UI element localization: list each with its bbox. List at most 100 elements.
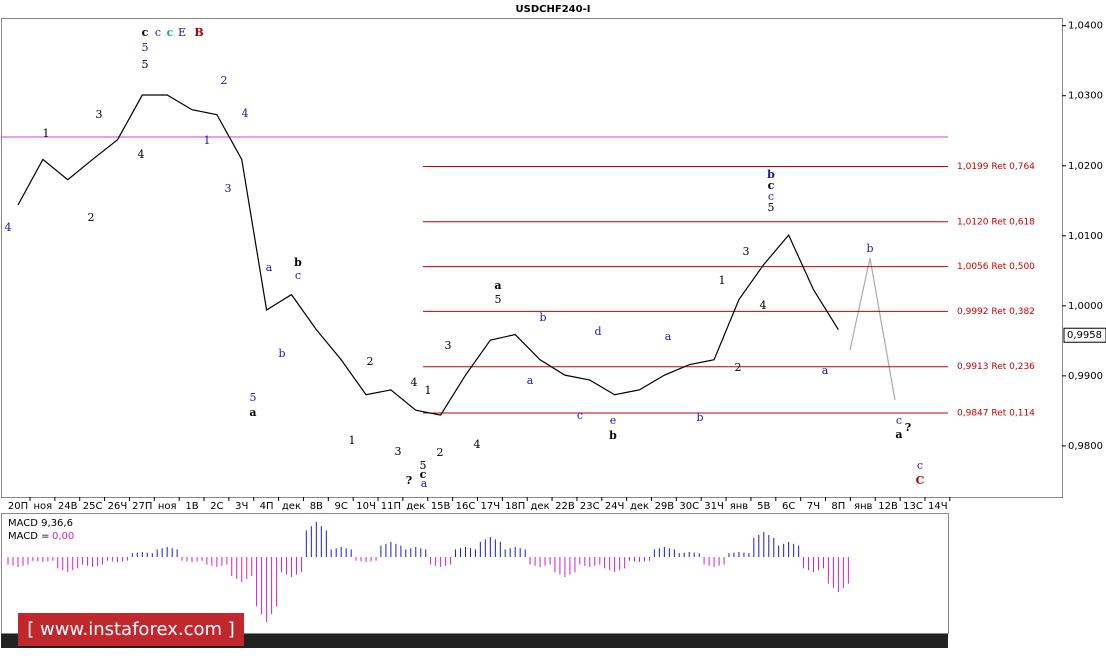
- x-tick-label: 4П: [260, 501, 274, 512]
- wave-label: a: [527, 374, 534, 387]
- wave-label: C: [916, 474, 925, 487]
- x-tick-label: 17Ч: [481, 501, 501, 512]
- wave-label: B: [194, 26, 203, 39]
- wave-label: 2: [367, 355, 374, 368]
- x-tick-label: дек: [406, 501, 425, 512]
- fib-label: 1,0120 Ret 0,618: [957, 217, 1035, 227]
- x-tick-label: 3Ч: [235, 501, 248, 512]
- wave-label: 3: [743, 245, 750, 258]
- wave-label: 4: [411, 376, 418, 389]
- y-tick-label: 1,0400: [1068, 21, 1103, 32]
- wave-label: 2: [88, 211, 95, 224]
- wave-label: 4: [138, 148, 145, 161]
- wave-label: ?: [905, 421, 911, 434]
- wave-label: 3: [225, 182, 232, 195]
- macd-value-label: MACD =: [8, 531, 50, 542]
- wave-label: 1: [425, 384, 432, 397]
- wave-label: 1: [349, 434, 356, 447]
- wave-label: c: [420, 468, 427, 481]
- wave-label: 1: [204, 134, 211, 147]
- wave-label: a: [822, 364, 829, 377]
- x-tick-label: янв: [854, 501, 873, 512]
- wave-label: 4: [242, 107, 249, 120]
- x-tick-label: 27П: [132, 501, 152, 512]
- wave-label: 2: [437, 446, 444, 459]
- wave-label: 5: [495, 293, 502, 306]
- y-tick-label: 1,0300: [1068, 91, 1103, 102]
- x-tick-label: 9С: [335, 501, 348, 512]
- x-tick-label: 29В: [655, 501, 675, 512]
- x-tick-label: 26Ч: [108, 501, 128, 512]
- wave-label: c: [155, 26, 161, 39]
- y-tick-label: 1,0200: [1068, 161, 1103, 172]
- y-tick-label: 1,0000: [1068, 301, 1103, 312]
- wave-label: 3: [395, 445, 402, 458]
- x-tick-label: 24Ч: [605, 501, 625, 512]
- wave-label: c: [167, 26, 174, 39]
- wave-label: E: [178, 26, 186, 39]
- y-tick-label: 0,9800: [1068, 441, 1103, 452]
- x-tick-label: 5В: [757, 501, 770, 512]
- x-tick-label: 23С: [580, 501, 600, 512]
- x-tick-label: 14Ч: [928, 501, 948, 512]
- x-tick-label: 31Ч: [704, 501, 724, 512]
- wave-label: 5: [250, 391, 257, 404]
- wave-label: 4: [760, 299, 767, 312]
- current-price-box: [1063, 327, 1106, 343]
- macd-title: MACD 9,36,6: [8, 518, 73, 529]
- x-tick-label: 6С: [782, 501, 795, 512]
- wave-label: 1: [43, 127, 50, 140]
- price-pane: [1, 18, 1063, 498]
- x-tick-label: ноя: [34, 501, 53, 512]
- x-tick-label: ноя: [158, 501, 177, 512]
- wave-label: a: [494, 279, 501, 292]
- x-tick-label: 22В: [555, 501, 575, 512]
- x-tick-label: 15В: [431, 501, 451, 512]
- x-tick-label: 30С: [679, 501, 699, 512]
- wave-label: c: [768, 179, 775, 192]
- wave-label: 4: [474, 438, 481, 451]
- wave-label: 2: [735, 361, 742, 374]
- x-tick-label: 11П: [381, 501, 401, 512]
- wave-label: 4: [5, 221, 12, 234]
- wave-label: c: [295, 269, 301, 282]
- wave-label: e: [610, 414, 617, 427]
- y-tick-label: 0,9900: [1068, 371, 1103, 382]
- wave-label: a: [266, 261, 273, 274]
- x-tick-label: 10Ч: [356, 501, 376, 512]
- fib-label: 0,9847 Ret 0,114: [957, 408, 1035, 418]
- wave-label: a: [249, 406, 256, 419]
- x-tick-label: 1В: [185, 501, 198, 512]
- y-tick-label: 1,0100: [1068, 231, 1103, 242]
- x-tick-label: 7Ч: [807, 501, 820, 512]
- wave-label: 3: [96, 108, 103, 121]
- x-tick-label: 18П: [505, 501, 525, 512]
- wave-label: 1: [719, 274, 726, 287]
- wave-label: b: [539, 311, 546, 324]
- wave-label: a: [665, 330, 672, 343]
- x-tick-label: 13С: [903, 501, 923, 512]
- wave-label: 3: [445, 339, 452, 352]
- wave-label: b: [278, 347, 285, 360]
- wave-label: c: [917, 459, 923, 472]
- wave-label: d: [594, 325, 601, 338]
- wave-label: 5: [420, 459, 427, 472]
- x-tick-label: 8П: [831, 501, 845, 512]
- fib-label: 1,0199 Ret 0,764: [957, 162, 1035, 172]
- wave-label: 5: [768, 201, 775, 214]
- watermark: [ www.instaforex.com ]: [27, 619, 235, 640]
- chart-title: USDCHF240-I: [516, 4, 591, 15]
- wave-label: a: [421, 477, 428, 490]
- current-price-label: 0,9958: [1067, 330, 1102, 341]
- wave-label: b: [767, 168, 775, 181]
- wave-label: a: [895, 428, 902, 441]
- wave-label: ?: [406, 474, 412, 487]
- x-tick-label: 20П: [8, 501, 28, 512]
- wave-label: b: [294, 256, 302, 269]
- x-tick-label: 16С: [456, 501, 476, 512]
- wave-label: b: [866, 242, 873, 255]
- macd-pane: [1, 513, 949, 634]
- x-tick-label: 2С: [210, 501, 223, 512]
